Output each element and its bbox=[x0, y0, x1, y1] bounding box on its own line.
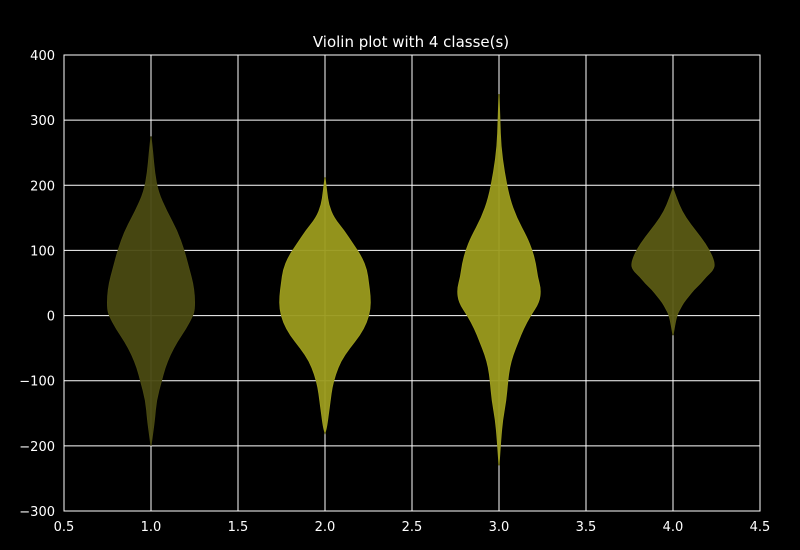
x-tick-label: 4.0 bbox=[663, 520, 684, 535]
x-tick-label: 1.5 bbox=[228, 520, 249, 535]
violin-3 bbox=[457, 94, 541, 466]
chart-title: Violin plot with 4 classe(s) bbox=[313, 33, 509, 51]
violin-1 bbox=[106, 136, 196, 446]
x-tick-label: 2.0 bbox=[315, 520, 336, 535]
y-tick-label: 100 bbox=[30, 244, 55, 259]
plot-frame bbox=[63, 54, 761, 512]
y-tick-label: 300 bbox=[30, 114, 55, 129]
x-tick-label: 3.5 bbox=[576, 520, 597, 535]
violin-2 bbox=[279, 177, 371, 435]
x-tick-label: 2.5 bbox=[402, 520, 423, 535]
y-tick-label: −200 bbox=[19, 440, 55, 455]
y-tick-label: 200 bbox=[30, 179, 55, 194]
violin-4 bbox=[631, 187, 715, 336]
x-tick-label: 3.0 bbox=[489, 520, 510, 535]
y-tick-label: 400 bbox=[30, 49, 55, 64]
x-tick-label: 4.5 bbox=[750, 520, 771, 535]
y-tick-label: 0 bbox=[47, 310, 55, 325]
y-tick-label: −100 bbox=[19, 375, 55, 390]
violins bbox=[106, 94, 715, 466]
y-tick-label: −300 bbox=[19, 505, 55, 520]
x-tick-label: 1.0 bbox=[141, 520, 162, 535]
tick-labels: 0.5 1.0 1.5 2.0 2.5 3.0 3.5 4.0 4.5 400 300 200 100 0… bbox=[19, 49, 770, 535]
x-tick-label: 0.5 bbox=[54, 520, 75, 535]
